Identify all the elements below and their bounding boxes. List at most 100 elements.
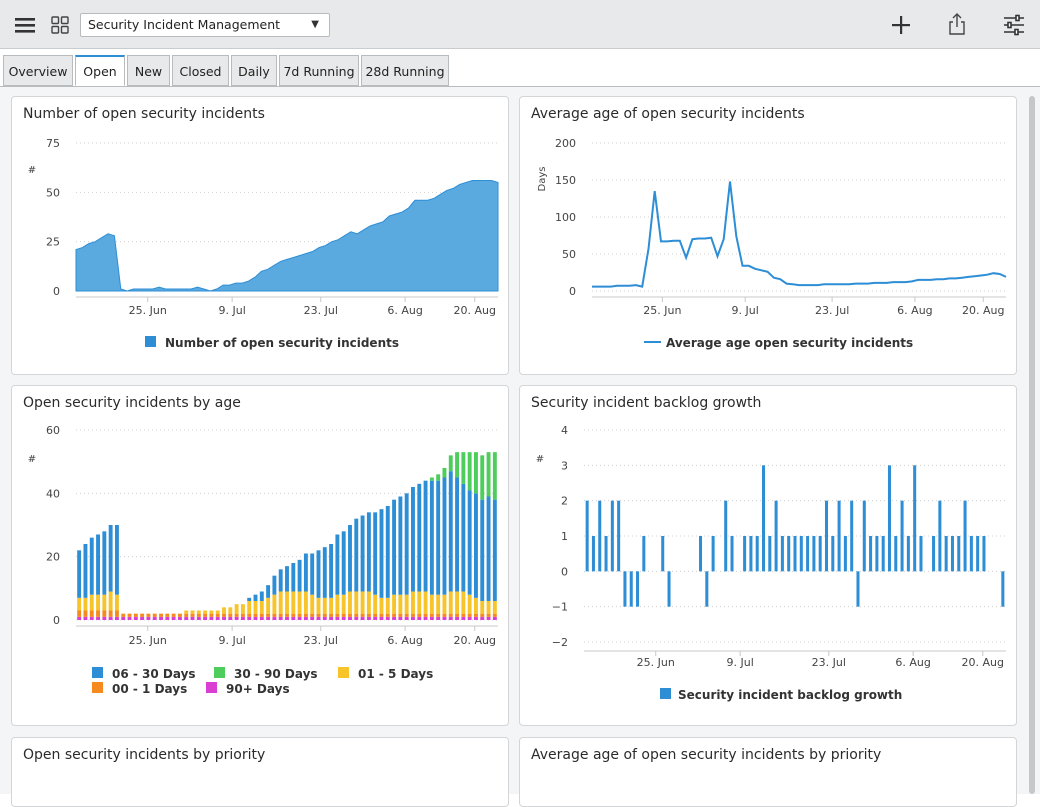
grid-icon[interactable] (51, 16, 69, 34)
bar-segment (228, 607, 233, 614)
bar-segment (429, 613, 434, 617)
bar-segment (203, 616, 208, 620)
bar-segment (209, 613, 214, 617)
bar-segment (417, 483, 422, 592)
bar-segment (177, 616, 182, 620)
bar-segment (392, 499, 397, 595)
bar-segment (146, 616, 151, 620)
y-axis-label: Days (537, 167, 548, 192)
plus-icon[interactable] (891, 15, 911, 35)
bar (887, 465, 891, 572)
bar-segment (442, 594, 447, 614)
bar-segment (253, 601, 258, 614)
bar-segment (474, 493, 478, 598)
bar (850, 500, 854, 572)
bar-segment (303, 613, 308, 617)
bar-segment (165, 613, 170, 617)
bar-segment (266, 597, 271, 614)
y-tick-label: 0 (561, 565, 568, 578)
bar-segment (121, 613, 126, 617)
bar (976, 536, 980, 572)
bar (730, 536, 734, 572)
menu-icon[interactable] (15, 16, 35, 34)
bar-segment (366, 613, 371, 617)
legend-swatch (145, 336, 156, 347)
bar-segment (404, 594, 409, 614)
tab-7d-running[interactable]: 7d Running (279, 55, 359, 86)
bar-segment (234, 604, 239, 614)
scrollbar-thumb[interactable] (1029, 96, 1035, 794)
bar-segment (310, 613, 315, 617)
share-icon[interactable] (948, 13, 966, 35)
bar-segment (83, 616, 88, 620)
bar-segment (360, 591, 365, 614)
x-tick-label: 25. Jun (643, 304, 681, 317)
bar-segment (291, 591, 296, 614)
bar (610, 500, 614, 572)
bar-segment (448, 471, 453, 592)
bar (862, 500, 866, 572)
y-tick-label: 1 (561, 530, 568, 543)
bar (919, 536, 923, 572)
bar-segment (461, 452, 466, 484)
tab-closed[interactable]: Closed (172, 55, 229, 86)
bar-segment (392, 616, 397, 620)
bar (699, 536, 703, 572)
bar-segment (190, 613, 195, 617)
dashboard-select[interactable]: Security Incident Management ▼ (80, 13, 330, 37)
bar-segment (474, 452, 478, 494)
bar-segment (209, 616, 214, 620)
bar-segment (423, 480, 428, 592)
bar-segment (83, 544, 88, 598)
bar-segment (492, 499, 497, 601)
card-title: Open security incidents by priority (23, 747, 266, 763)
bar-segment (297, 616, 302, 620)
bar-segment (266, 585, 271, 598)
legend-label: Average age open security incidents (666, 336, 913, 350)
y-axis-label: # (28, 454, 36, 465)
bar-segment (285, 591, 289, 614)
bar-segment (480, 616, 485, 620)
bar-segment (455, 591, 460, 614)
bar-segment (373, 613, 378, 617)
bar-segment (297, 591, 302, 614)
bar (831, 536, 835, 572)
scrollbar[interactable] (1027, 96, 1037, 794)
bar-segment (448, 591, 453, 614)
bar-segment (133, 616, 138, 620)
bar-segment (486, 452, 491, 497)
bar (711, 536, 715, 572)
bar-segment (310, 594, 315, 614)
bar-segment (240, 613, 245, 617)
bar-segment (291, 616, 296, 620)
bar-segment (448, 616, 453, 620)
tab-28d-running[interactable]: 28d Running (361, 55, 449, 86)
y-tick-label: 0 (53, 285, 60, 298)
tab-open[interactable]: Open (75, 55, 125, 86)
bar (1001, 571, 1005, 607)
settings-sliders-icon[interactable] (1003, 14, 1025, 36)
y-axis-label: # (28, 165, 36, 176)
bar-segment (335, 616, 340, 620)
bar-segment (379, 509, 384, 598)
bar-segment (341, 594, 346, 614)
card-backlog-growth: Security incident backlog growth −2 −1 0 1 2… (519, 385, 1017, 726)
bar-segment (291, 613, 296, 617)
legend-swatch (92, 682, 103, 693)
legend-label: Security incident backlog growth (678, 688, 902, 702)
tab-new[interactable]: New (127, 55, 170, 86)
bar-segment (297, 559, 302, 592)
y-axis-label: # (536, 454, 544, 465)
bar-segment (436, 613, 441, 617)
tab-overview[interactable]: Overview (3, 55, 73, 86)
bar-segment (354, 613, 359, 617)
x-tick-label: 20. Aug (962, 304, 1004, 317)
legend-label: 06 - 30 Days (112, 667, 196, 681)
bar-segment (272, 575, 277, 595)
bar-segment (436, 616, 441, 620)
bar-segment (461, 483, 466, 592)
bar-segment (474, 613, 478, 617)
bar-segment (303, 591, 308, 614)
x-tick-label: 25. Jun (637, 656, 675, 669)
tab-daily[interactable]: Daily (231, 55, 277, 86)
